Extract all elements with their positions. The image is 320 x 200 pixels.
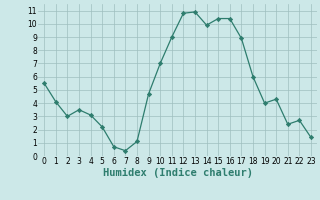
X-axis label: Humidex (Indice chaleur): Humidex (Indice chaleur) bbox=[103, 168, 252, 178]
